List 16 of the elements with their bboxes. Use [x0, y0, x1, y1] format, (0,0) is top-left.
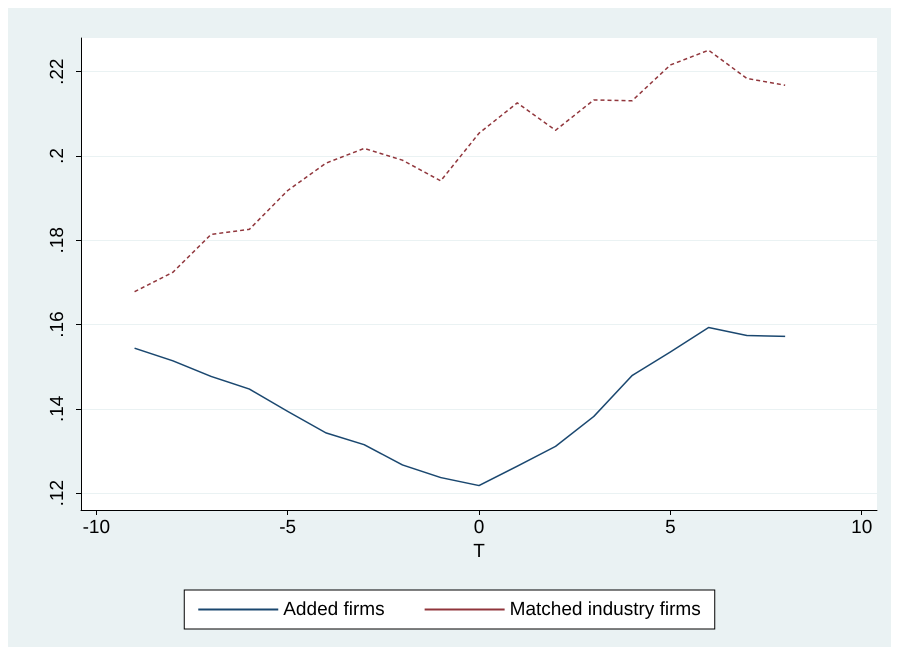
x-tick-label: -10: [82, 517, 110, 538]
y-tick-label: .14: [47, 395, 68, 422]
y-tick-label: .2: [47, 148, 68, 164]
legend-label: Matched industry firms: [510, 599, 701, 620]
line-series: [134, 49, 786, 292]
y-tick-label: .12: [47, 480, 68, 506]
y-tick-label: .18: [47, 227, 68, 254]
y-tick-label: .22: [47, 58, 68, 85]
x-axis-title: T: [473, 540, 486, 562]
x-tick-label: 10: [851, 517, 872, 538]
x-tick-label: 5: [665, 517, 676, 538]
line-series: [134, 326, 786, 486]
legend-label: Added firms: [283, 599, 385, 620]
y-tick-label: .16: [47, 311, 68, 338]
x-tick-label: -5: [279, 517, 296, 538]
x-tick-label: 0: [474, 517, 484, 538]
